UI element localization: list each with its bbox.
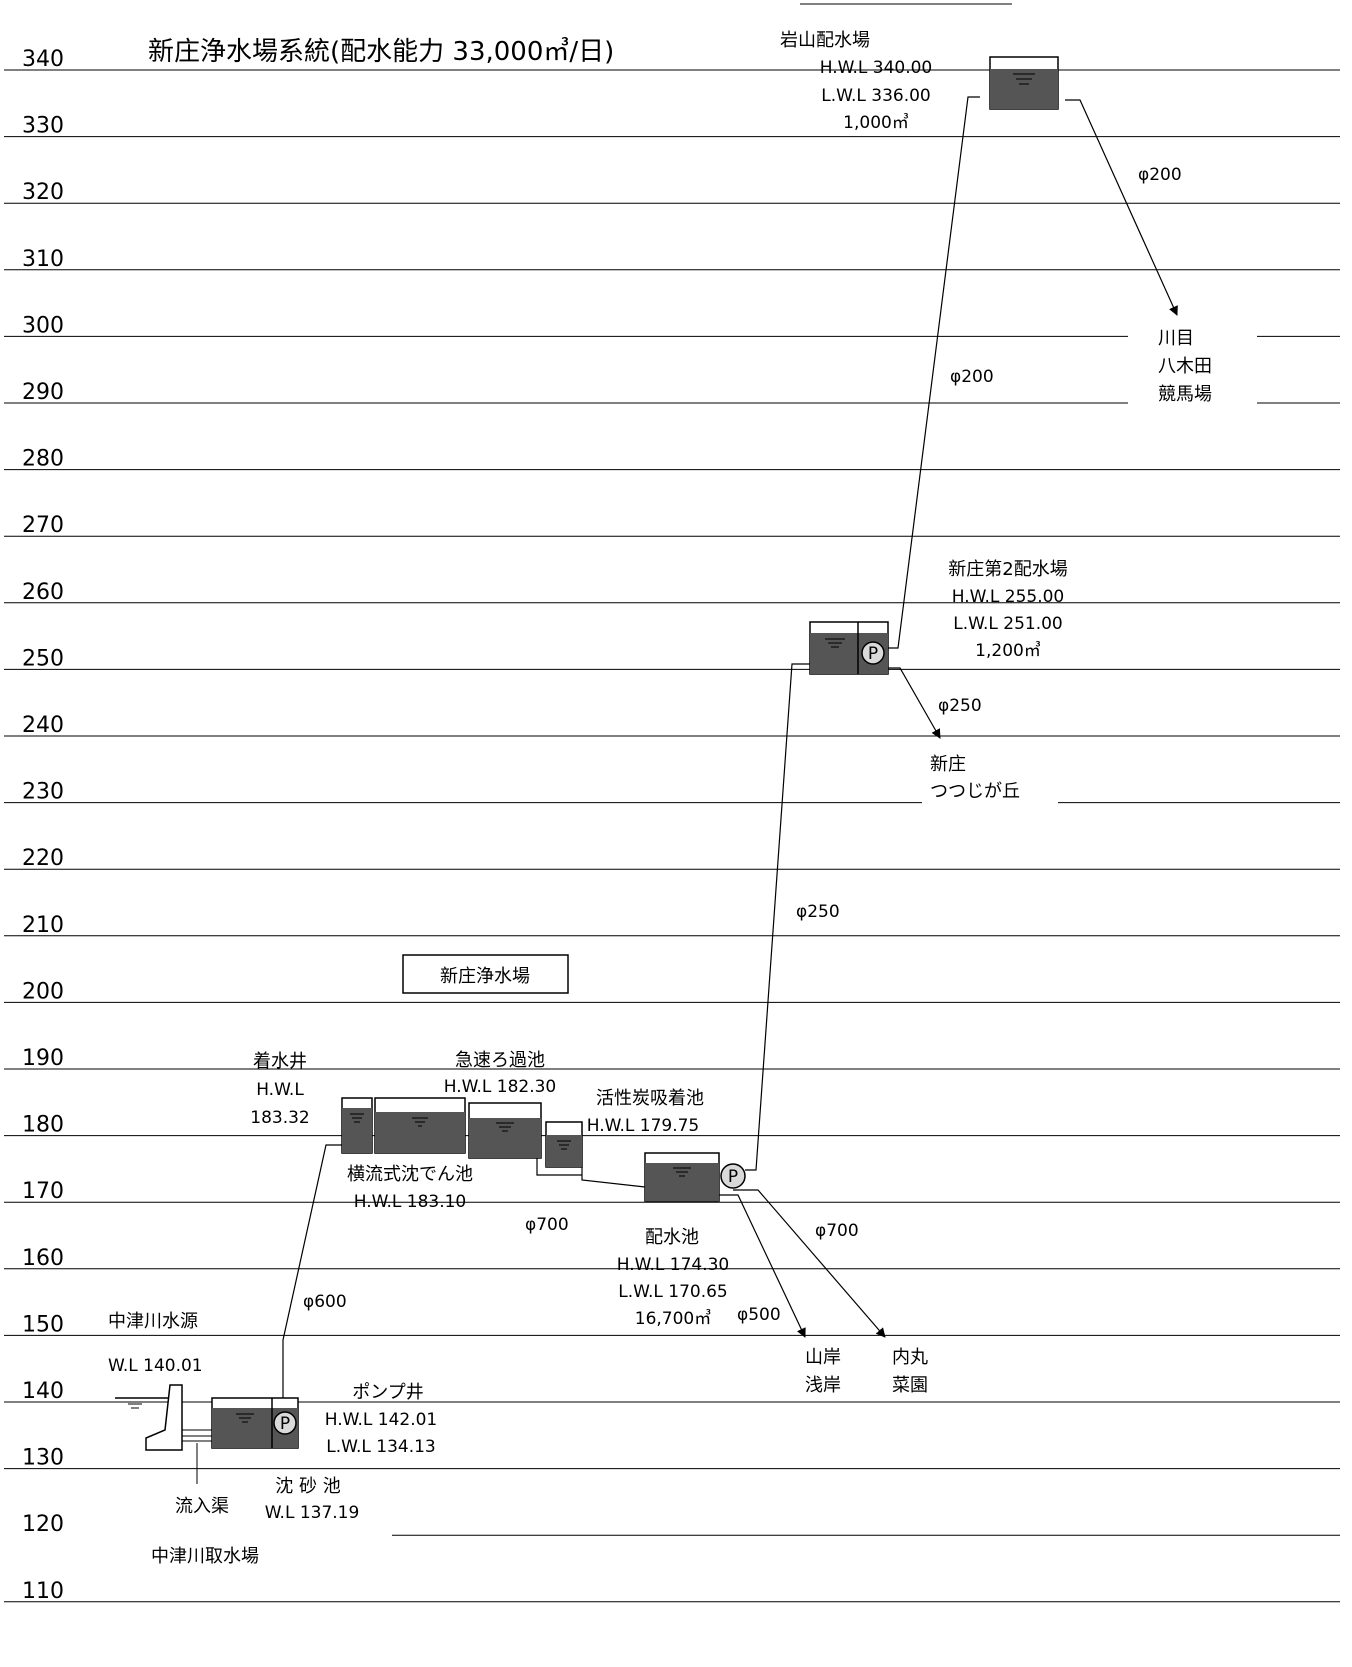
shinjo2-lwl: L.W.L 251.00 [953, 614, 1063, 634]
rapid-filter-name: 急速ろ過池 [455, 1050, 545, 1071]
elevation-label-220: 220 [22, 846, 64, 871]
elevation-label-230: 230 [22, 780, 64, 805]
pipe-label-200b: φ200 [950, 367, 994, 387]
elevation-label-130: 130 [22, 1446, 64, 1471]
pump-symbol: P [728, 1167, 738, 1187]
pump-well-lwl: L.W.L 134.13 [326, 1437, 436, 1457]
shinjo2-capacity: 1,200㎥ [975, 641, 1041, 661]
source-wl: W.L 140.01 [108, 1356, 203, 1376]
diagram-title: 新庄浄水場系統(配水能力 33,000㎥/日) [148, 37, 614, 67]
elevation-label-260: 260 [22, 580, 64, 605]
pump-well-name: ポンプ井 [352, 1382, 423, 1403]
pipe-label-700a: φ700 [525, 1215, 569, 1235]
receiving-well-hwl: 183.32 [250, 1108, 309, 1128]
elevation-label-270: 270 [22, 513, 64, 538]
pump-icon [273, 1411, 297, 1435]
pond-capacity: 16,700㎥ [635, 1309, 711, 1329]
area-tsutsuji-1: 新庄 [930, 754, 966, 775]
pipe-250-up [745, 663, 810, 1171]
pipe-filter-carbon [536, 1158, 582, 1176]
pond-name: 配水池 [645, 1227, 699, 1248]
weir-icon [145, 1384, 183, 1451]
sand-basin-name: 沈 砂 池 [275, 1476, 340, 1497]
intake-station-name: 中津川取水場 [151, 1546, 259, 1567]
area-kawame-1: 川目 [1158, 328, 1194, 349]
elevation-label-340: 340 [22, 47, 64, 72]
pipe-700-out [733, 1189, 886, 1338]
area-yamagishi-2: 浅岸 [805, 1375, 841, 1396]
pipe-label-500: φ500 [737, 1305, 781, 1325]
pipe-label-700b: φ700 [815, 1221, 859, 1241]
pond-lwl: L.W.L 170.65 [618, 1282, 728, 1302]
elevation-label-330: 330 [22, 114, 64, 139]
area-kawame-3: 競馬場 [1158, 384, 1212, 405]
elevation-label-180: 180 [22, 1113, 64, 1138]
elevation-label-170: 170 [22, 1179, 64, 1204]
elevation-label-320: 320 [22, 180, 64, 205]
elevation-label-110: 110 [22, 1579, 64, 1604]
receiving-well-name: 着水井 [253, 1051, 307, 1072]
iwayama-lwl: L.W.L 336.00 [821, 86, 931, 106]
sand-basin-wl: W.L 137.19 [265, 1503, 360, 1523]
carbon-name: 活性炭吸着池 [596, 1088, 704, 1109]
pipe-200-up [888, 96, 980, 649]
pump-well-hwl: H.W.L 142.01 [325, 1410, 438, 1430]
pipe-500-out [719, 1194, 806, 1338]
elevation-label-240: 240 [22, 713, 64, 738]
iwayama-name: 岩山配水場 [780, 30, 870, 51]
iwayama-capacity: 1,000㎥ [843, 113, 909, 133]
elevation-label-280: 280 [22, 447, 64, 472]
elevation-label-310: 310 [22, 247, 64, 272]
receiving-well-hwl-label: H.W.L [256, 1080, 304, 1100]
pump-icon [720, 1163, 746, 1189]
pipe-label-250a: φ250 [938, 696, 982, 716]
carbon-hwl: H.W.L 179.75 [587, 1116, 700, 1136]
area-uchimaru-2: 菜園 [892, 1375, 928, 1396]
elevation-grid [4, 69, 1340, 1603]
elevation-labels: 340 330 320 310 300 290 280 270 260 250 240 230 220 2… [22, 47, 64, 1604]
area-tsutsuji-2: つつじが丘 [930, 781, 1020, 802]
pipe-label-600: φ600 [303, 1292, 347, 1312]
area-uchimaru-1: 内丸 [892, 1347, 928, 1368]
elevation-label-200: 200 [22, 979, 64, 1004]
elevation-label-190: 190 [22, 1046, 64, 1071]
pipe-label-200a: φ200 [1138, 165, 1182, 185]
pipe-600 [282, 1144, 342, 1398]
plant-name-box [402, 954, 569, 994]
area-kawame-2: 八木田 [1158, 356, 1212, 377]
sedimentation-hwl: H.W.L 183.10 [354, 1192, 467, 1212]
elevation-label-120: 120 [22, 1512, 64, 1537]
pump-symbol: P [868, 644, 878, 664]
elevation-label-250: 250 [22, 646, 64, 671]
area-yamagishi-1: 山岸 [805, 1347, 841, 1368]
shinjo2-name: 新庄第2配水場 [948, 559, 1067, 580]
elevation-label-160: 160 [22, 1246, 64, 1271]
rapid-filter-hwl: H.W.L 182.30 [444, 1077, 557, 1097]
shinjo2-hwl: H.W.L 255.00 [952, 587, 1065, 607]
pipe-200-out [1065, 99, 1178, 316]
elevation-label-290: 290 [22, 380, 64, 405]
pipe-label-250b: φ250 [796, 902, 840, 922]
elevation-label-140: 140 [22, 1379, 64, 1404]
iwayama-hwl: H.W.L 340.00 [820, 58, 933, 78]
pipe-700-to-pond [581, 1167, 646, 1188]
plant-name: 新庄浄水場 [440, 966, 530, 987]
sedimentation-name: 横流式沈でん池 [347, 1164, 473, 1185]
elevation-label-150: 150 [22, 1312, 64, 1337]
pipe-250-out [888, 667, 941, 739]
pond-hwl: H.W.L 174.30 [617, 1255, 730, 1275]
pump-symbol: P [280, 1414, 290, 1434]
elevation-label-300: 300 [22, 313, 64, 338]
pump-icon [861, 641, 885, 665]
source-name: 中津川水源 [108, 1311, 198, 1332]
intake-channel-name: 流入渠 [175, 1496, 229, 1517]
elevation-label-210: 210 [22, 913, 64, 938]
